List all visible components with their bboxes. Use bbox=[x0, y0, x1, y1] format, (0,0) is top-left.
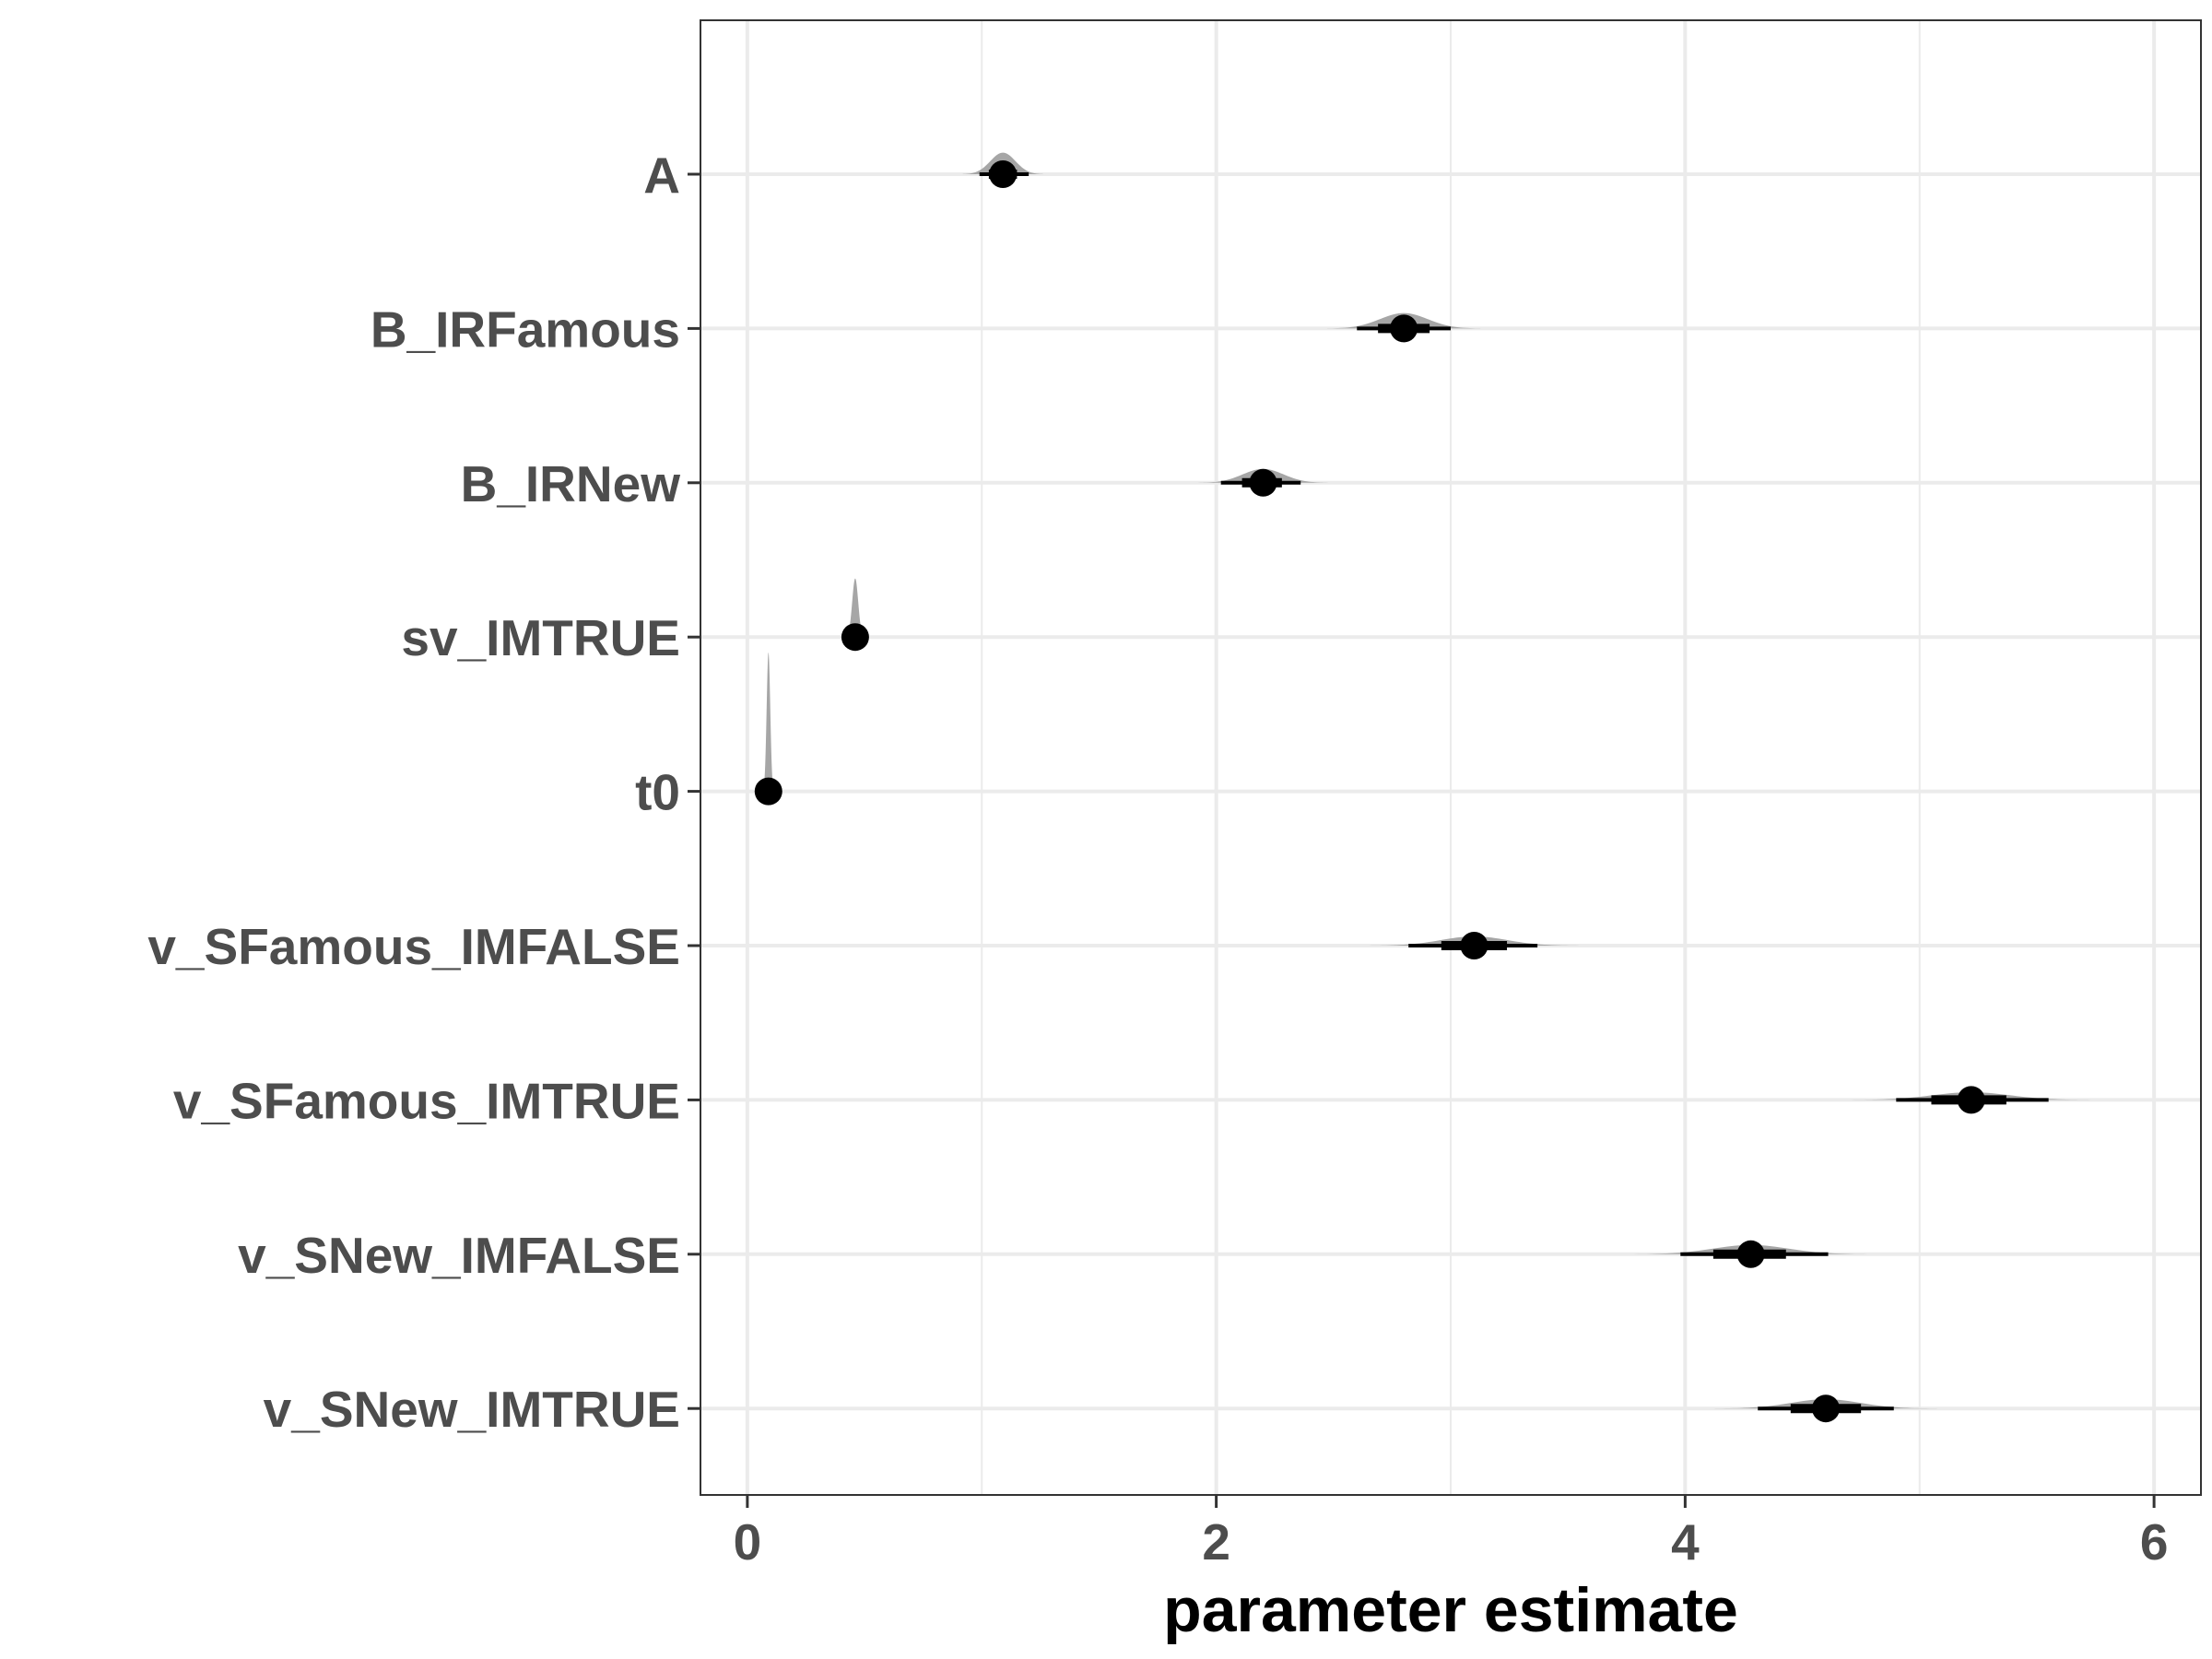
point-v_SFamous_IMFALSE bbox=[1460, 932, 1488, 959]
y-tick-label: B_IRFamous bbox=[371, 300, 680, 358]
x-tick-label: 6 bbox=[2140, 1513, 2169, 1571]
x-tick-label: 2 bbox=[1202, 1513, 1230, 1571]
axes: A B_IRFamous B_IRNew sv_IMTRUE t0 v_SFamous_I… bbox=[147, 147, 2168, 1571]
point-sv_IMTRUE bbox=[841, 623, 869, 652]
point-B_IRFamous bbox=[1390, 314, 1418, 343]
y-tick-label: v_SFamous_IMFALSE bbox=[147, 918, 680, 975]
density-sv_IMTRUE bbox=[845, 578, 865, 638]
chart-marks bbox=[754, 152, 2096, 1423]
point-B_IRNew bbox=[1249, 468, 1277, 497]
y-tick-label: B_IRNew bbox=[461, 455, 681, 512]
point-v_SFamous_IMTRUE bbox=[1957, 1086, 1985, 1114]
x-tick-label: 4 bbox=[1671, 1513, 1700, 1571]
x-tick-label: 0 bbox=[734, 1513, 762, 1571]
grid-lines bbox=[700, 20, 2201, 1495]
y-tick-label: v_SNew_IMFALSE bbox=[238, 1227, 680, 1284]
panel-border bbox=[700, 19, 2202, 1496]
point-v_SNew_IMFALSE bbox=[1736, 1240, 1765, 1268]
point-v_SNew_IMTRUE bbox=[1812, 1394, 1840, 1423]
point-A bbox=[989, 160, 1018, 188]
density-t0 bbox=[762, 652, 774, 792]
y-tick-label: v_SFamous_IMTRUE bbox=[173, 1072, 680, 1129]
point-t0 bbox=[754, 777, 782, 806]
x-axis-title: parameter estimate bbox=[1163, 1575, 1738, 1645]
y-tick-label: A bbox=[643, 147, 680, 204]
y-tick-label: t0 bbox=[635, 764, 680, 821]
y-tick-label: sv_IMTRUE bbox=[401, 609, 680, 666]
y-tick-label: v_SNew_IMTRUE bbox=[264, 1381, 680, 1438]
